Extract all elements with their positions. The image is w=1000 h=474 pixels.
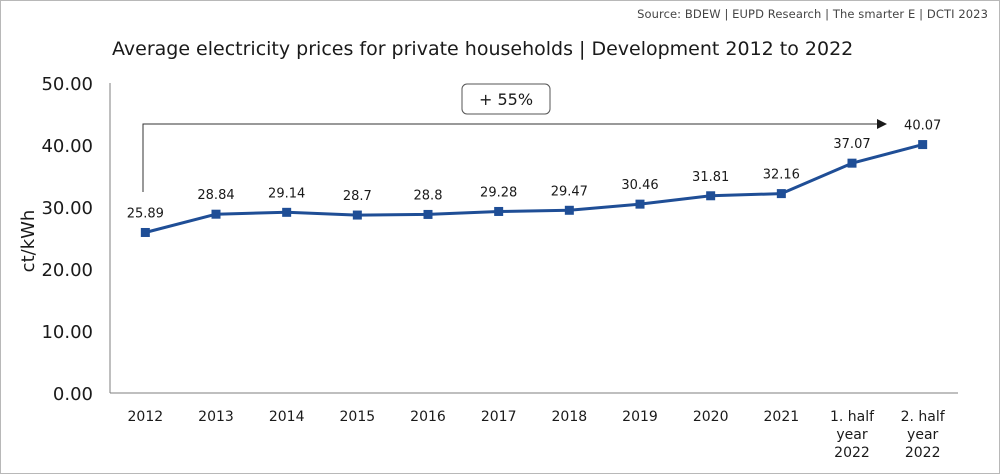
data-label: 25.89 (127, 206, 164, 221)
data-label: 29.14 (268, 186, 305, 201)
data-label: 31.81 (692, 170, 729, 185)
axes (109, 83, 958, 394)
y-tick-label: 30.00 (41, 198, 93, 219)
x-tick-label: 2018 (552, 409, 588, 425)
annotation-text: + 55% (479, 90, 533, 109)
x-tick-label: 2020 (693, 409, 729, 425)
data-point (706, 191, 716, 201)
data-point (635, 199, 645, 209)
annotation-box (461, 83, 551, 115)
data-label: 37.07 (833, 137, 870, 152)
x-tick-label: 2012 (128, 409, 164, 425)
data-point (847, 158, 857, 168)
x-tick-label: 2013 (198, 409, 234, 425)
y-tick-label: 50.00 (41, 74, 93, 95)
data-label: 28.8 (414, 188, 443, 203)
y-tick-label: 0.00 (53, 384, 93, 405)
x-tick-label: 2017 (481, 409, 517, 425)
data-label: 40.07 (904, 119, 941, 134)
y-tick-label: 20.00 (41, 260, 93, 281)
x-tick-label: 2. half year 2022 (901, 409, 946, 461)
data-point (211, 209, 221, 219)
y-tick-label: 10.00 (41, 322, 93, 343)
data-point (918, 140, 928, 150)
series-electricity-price (140, 140, 928, 237)
x-tick-label: 2015 (340, 409, 376, 425)
data-point (494, 206, 504, 216)
data-point (423, 209, 433, 219)
growth-annotation: + 55% (142, 83, 887, 192)
data-point (352, 210, 362, 220)
data-point (564, 205, 574, 215)
data-label: 32.16 (763, 168, 800, 183)
data-label: 29.47 (551, 184, 588, 199)
series-line (144, 143, 924, 234)
data-label: 28.7 (343, 189, 372, 204)
data-label: 28.84 (197, 188, 234, 203)
y-tick-labels: 0.00 10.00 20.00 30.00 40.00 50.00 (41, 74, 93, 405)
data-label: 29.28 (480, 185, 517, 200)
chart-title: Average electricity prices for private h… (112, 38, 854, 60)
source-note: Source: BDEW | EUPD Research | The smart… (637, 7, 988, 21)
x-tick-label: 2021 (764, 409, 800, 425)
y-axis-label: ct/kWh (18, 210, 39, 273)
data-labels: 25.89 28.84 29.14 28.7 28.8 29.28 29.47 30.46 31… (127, 119, 942, 222)
x-tick-label: 2014 (269, 409, 305, 425)
data-label: 30.46 (621, 178, 658, 193)
x-tick-label: 2019 (622, 409, 658, 425)
y-tick-label: 40.00 (41, 136, 93, 157)
annotation-arrow-line (142, 123, 878, 192)
data-point (776, 189, 786, 199)
x-tick-label: 2016 (410, 409, 446, 425)
annotation-arrow-head (877, 119, 887, 129)
data-point (140, 227, 150, 237)
x-tick-label: 1. half year 2022 (830, 409, 875, 461)
data-point (282, 207, 292, 217)
x-tick-labels: 2012 2013 2014 2015 2016 2017 2018 2019 2020 2021… (128, 409, 946, 461)
